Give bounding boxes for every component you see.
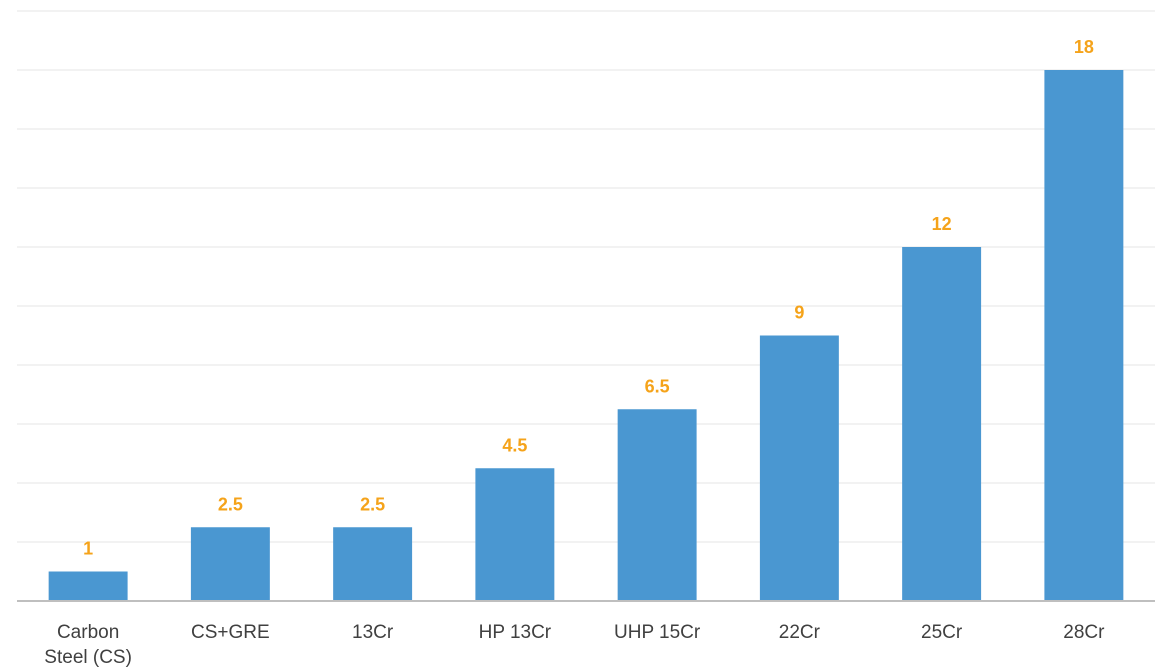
category-label: HP 13Cr — [479, 622, 552, 643]
data-label: 1 — [83, 539, 93, 559]
data-label: 2.5 — [360, 494, 385, 514]
data-labels: 1 2.5 2.5 4.5 6.5 9 12 18 — [83, 37, 1094, 559]
bar — [759, 335, 839, 601]
bar — [475, 468, 555, 601]
category-label: 13Cr — [352, 622, 394, 643]
bar — [902, 247, 982, 601]
bars — [48, 70, 1124, 601]
x-axis: Carbon Steel (CS) CS+GRE 13Cr HP 13Cr UHP 15C… — [17, 600, 1155, 668]
data-label: 9 — [794, 303, 804, 323]
gridlines — [17, 10, 1155, 543]
bar — [617, 409, 697, 601]
category-label: 25Cr — [921, 622, 963, 643]
category-label: 22Cr — [779, 622, 821, 643]
category-label: UHP 15Cr — [614, 622, 701, 643]
data-label: 12 — [932, 214, 952, 234]
data-label: 18 — [1074, 37, 1094, 57]
category-label: CS+GRE — [191, 622, 270, 643]
data-label: 4.5 — [502, 435, 527, 455]
category-label: 28Cr — [1063, 622, 1105, 643]
bar — [1044, 70, 1124, 601]
bar — [48, 571, 128, 601]
data-label: 2.5 — [218, 494, 243, 514]
bar — [333, 527, 413, 601]
category-label: Carbon Steel (CS) — [44, 622, 132, 668]
bar — [190, 527, 270, 601]
data-label: 6.5 — [645, 376, 670, 396]
